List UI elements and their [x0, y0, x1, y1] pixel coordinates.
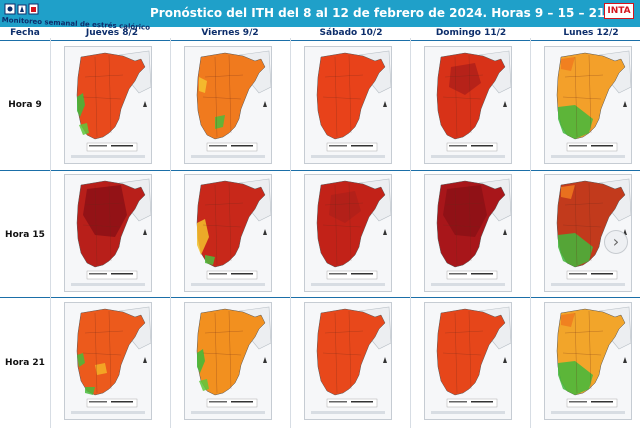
row-divider — [0, 170, 640, 171]
ith-map-monday-hour-21 — [544, 302, 632, 420]
ith-map-saturday-hour-15 — [304, 174, 392, 292]
map-region — [316, 52, 386, 140]
ith-map-monday-hour-9 — [544, 46, 632, 164]
ith-map-sunday-hour-21 — [424, 302, 512, 420]
row-divider — [0, 297, 640, 298]
ith-map-friday-hour-21 — [184, 302, 272, 420]
header-bar — [0, 0, 640, 27]
row-label-hour-21: Hora 21 — [5, 358, 45, 368]
column-header-thursday: Jueves 8/2 — [85, 28, 139, 38]
map-region — [76, 308, 146, 396]
row-label-hour-9: Hora 9 — [8, 100, 42, 110]
ith-map-sunday-hour-15 — [424, 174, 512, 292]
column-divider — [410, 38, 411, 428]
fecha-header: Fecha — [10, 28, 40, 38]
page-title: Pronóstico del ITH del 8 al 12 de febrer… — [150, 6, 606, 20]
map-region — [196, 308, 266, 396]
column-divider — [170, 38, 171, 428]
column-header-saturday: Sábado 10/2 — [319, 28, 383, 38]
ith-map-saturday-hour-21 — [304, 302, 392, 420]
ith-map-thursday-hour-21 — [64, 302, 152, 420]
row-divider — [0, 40, 640, 41]
ith-map-thursday-hour-9 — [64, 46, 152, 164]
column-divider — [530, 38, 531, 428]
column-divider — [290, 38, 291, 428]
next-arrow-button[interactable]: › — [604, 230, 628, 254]
ith-map-saturday-hour-9 — [304, 46, 392, 164]
map-region — [316, 308, 386, 396]
inta-logo: INTA — [604, 3, 634, 19]
ith-map-friday-hour-15 — [184, 174, 272, 292]
ith-map-monday-hour-15 — [544, 174, 632, 292]
column-header-sunday: Domingo 11/2 — [435, 28, 507, 38]
ith-map-thursday-hour-15 — [64, 174, 152, 292]
row-label-hour-15: Hora 15 — [5, 230, 45, 240]
map-region — [196, 52, 266, 140]
ith-map-friday-hour-9 — [184, 46, 272, 164]
column-divider — [50, 38, 51, 428]
ith-map-sunday-hour-9 — [424, 46, 512, 164]
column-header-monday: Lunes 12/2 — [563, 28, 619, 38]
monitor-logo-icon — [4, 3, 39, 15]
map-region — [76, 52, 146, 140]
column-header-friday: Viernes 9/2 — [201, 28, 259, 38]
map-region — [436, 308, 506, 396]
map-region — [196, 180, 266, 268]
